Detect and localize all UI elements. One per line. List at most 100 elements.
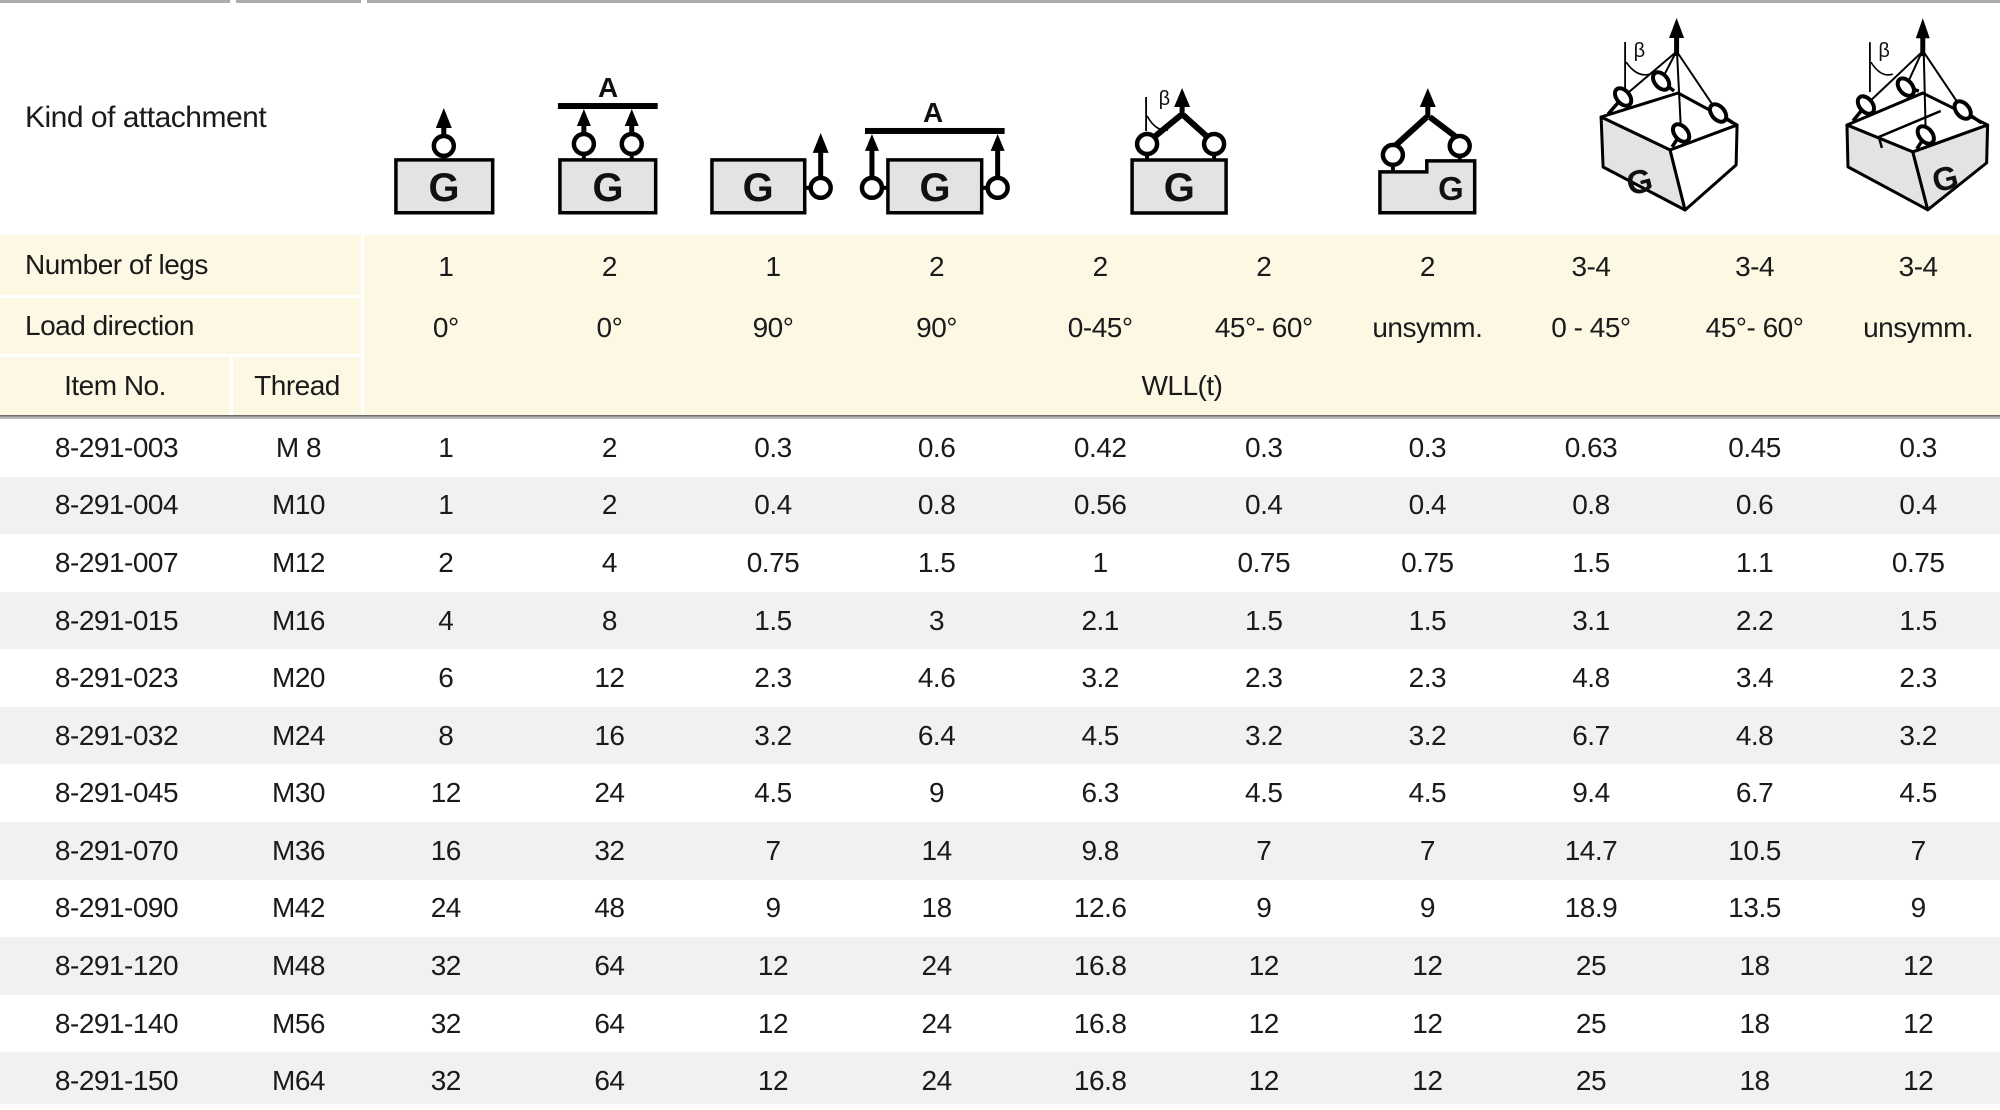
legs-value: 3-4 <box>1735 250 1775 282</box>
wll-cell: 0.6 <box>1735 489 1774 521</box>
table-row: 8-291-032 M24 8 16 3.2 6.4 4.5 3.2 3.2 6.7 4.8 3.2 <box>0 706 2000 765</box>
header-divider <box>0 415 2000 419</box>
wll-cell: 12 <box>1903 1065 1934 1097</box>
wll-cell: 0.56 <box>1073 489 1127 521</box>
table-row: 8-291-007 M12 2 4 0.75 1.5 1 0.75 0.75 1.5 1.1 0.75 <box>0 534 2000 592</box>
wll-cell: 3.4 <box>1735 662 1774 694</box>
kind-of-attachment-label: Kind of attachment <box>25 100 267 134</box>
legs-value: 2 <box>1419 250 1436 282</box>
wll-cell: 32 <box>594 834 625 866</box>
wll-cell: 2 <box>601 489 618 521</box>
attachment-2leg-0deg-beam-icon: G A <box>528 0 692 235</box>
table-row: 8-291-015 M16 4 8 1.5 3 2.1 1.5 1.5 3.1 2.2 1.5 <box>0 591 2000 650</box>
wll-cell: 3.2 <box>1899 719 1937 751</box>
wll-cell: 25 <box>1575 1065 1607 1097</box>
wll-cell: 24 <box>594 777 625 809</box>
wll-cell: 24 <box>921 1065 953 1097</box>
thread-cell: M30 <box>272 777 325 809</box>
wll-cell: 4.5 <box>1081 719 1119 751</box>
wll-cell: 9 <box>1910 892 1927 924</box>
wll-cell: 6 <box>438 662 454 694</box>
wll-cell: 18 <box>1739 1065 1770 1097</box>
wll-cell: 12 <box>1248 949 1280 981</box>
wll-cell: 3.2 <box>1408 719 1447 751</box>
item-no-cell: 8-291-120 <box>54 949 179 981</box>
wll-cell: 4 <box>438 604 454 636</box>
wll-cell: 12 <box>1412 1065 1443 1097</box>
bottom-margin <box>0 1103 2000 1110</box>
legs-value: 3-4 <box>1898 250 1938 282</box>
attachment-1leg-90deg-icon: G <box>691 0 855 235</box>
svg-text:G: G <box>1164 166 1195 210</box>
wll-cell: 13.5 <box>1728 892 1781 924</box>
wll-cell: 6.7 <box>1735 777 1774 809</box>
wll-cell: 18 <box>1739 949 1770 981</box>
top-border-gap <box>230 0 236 3</box>
attachment-3-4leg-angle-icon: G β <box>1509 0 1836 235</box>
wll-cell: 12.6 <box>1073 892 1127 924</box>
thread-cell: M42 <box>272 892 325 924</box>
thread-cell: M20 <box>272 662 325 694</box>
table-row: 8-291-090 M42 24 48 9 18 12.6 9 9 18.9 13.5 9 <box>0 879 2000 938</box>
wll-cell: 1.5 <box>917 546 956 578</box>
wll-cell: 12 <box>757 949 789 981</box>
legs-value: 2 <box>601 250 618 282</box>
direction-value: 45°- 60° <box>1705 311 1804 343</box>
wll-cell: 0.75 <box>1237 546 1291 578</box>
wll-cell: 2.2 <box>1735 604 1774 636</box>
legs-value: 1 <box>765 250 781 282</box>
item-no-cell: 8-291-003 <box>54 431 179 463</box>
wll-cell: 7 <box>1910 834 1927 866</box>
wll-cell: 12 <box>1248 1007 1280 1039</box>
wll-cell: 0.4 <box>1899 489 1937 521</box>
attachment-1leg-0deg-icon: G <box>364 0 528 235</box>
attachment-3-4leg-unsymm-icon: G β <box>1836 0 2000 235</box>
wll-cell: 1.5 <box>1408 604 1447 636</box>
table-row: 8-291-023 M20 6 12 2.3 4.6 3.2 2.3 2.3 4.8 3.4 2.3 <box>0 649 2000 707</box>
wll-cell: 3.2 <box>1245 719 1283 751</box>
wll-cell: 4.8 <box>1735 719 1774 751</box>
thread-cell: M 8 <box>275 431 322 463</box>
thread-cell: M24 <box>272 719 325 751</box>
wll-cell: 32 <box>430 1007 462 1039</box>
table-row: 8-291-120 M48 32 64 12 24 16.8 12 12 25 18 12 <box>0 937 2000 995</box>
direction-value: 0-45° <box>1067 311 1133 343</box>
wll-cell: 7 <box>1256 834 1272 866</box>
wll-cell: 24 <box>921 949 953 981</box>
wll-cell: 14 <box>921 834 953 866</box>
wll-cell: 12 <box>757 1007 789 1039</box>
wll-cell: 9 <box>1256 892 1272 924</box>
load-direction-label: Load direction <box>0 298 364 357</box>
wll-cell: 12 <box>1903 949 1934 981</box>
wll-cell: 3 <box>929 604 945 636</box>
item-no-cell: 8-291-070 <box>54 834 179 866</box>
wll-cell: 0.4 <box>1408 489 1447 521</box>
wll-cell: 25 <box>1575 949 1607 981</box>
wll-cell: 2.3 <box>1408 662 1447 694</box>
wll-cell: 6.7 <box>1572 719 1610 751</box>
wll-cell: 18 <box>1739 1007 1770 1039</box>
legs-value: 2 <box>1256 250 1272 282</box>
wll-cell: 24 <box>430 892 462 924</box>
wll-cell: 3.2 <box>754 719 792 751</box>
wll-cell: 2 <box>438 546 454 578</box>
direction-value: unsymm. <box>1372 311 1483 343</box>
wll-cell: 1 <box>438 489 454 521</box>
legs-value: 1 <box>438 250 454 282</box>
load-direction-row: Load direction 0° 0° 90° 90° 0-45° 45°- 60° un… <box>0 298 2000 357</box>
number-of-legs-label: Number of legs <box>0 235 364 298</box>
svg-text:G: G <box>429 166 460 210</box>
wll-cell: 0.45 <box>1728 431 1781 463</box>
svg-text:β: β <box>1634 40 1645 62</box>
wll-cell: 4.8 <box>1572 662 1610 694</box>
wll-cell: 2.1 <box>1081 604 1119 636</box>
thread-cell: M56 <box>272 1007 325 1039</box>
wll-cell: 2.3 <box>1245 662 1283 694</box>
wll-cell: 0.3 <box>1899 431 1937 463</box>
direction-value: 0 - 45° <box>1551 311 1631 343</box>
wll-cell: 64 <box>594 1065 625 1097</box>
wll-cell: 1 <box>1092 546 1109 578</box>
direction-value: unsymm. <box>1863 311 1974 343</box>
wll-cell: 0.4 <box>754 489 792 521</box>
wll-cell: 64 <box>594 949 625 981</box>
